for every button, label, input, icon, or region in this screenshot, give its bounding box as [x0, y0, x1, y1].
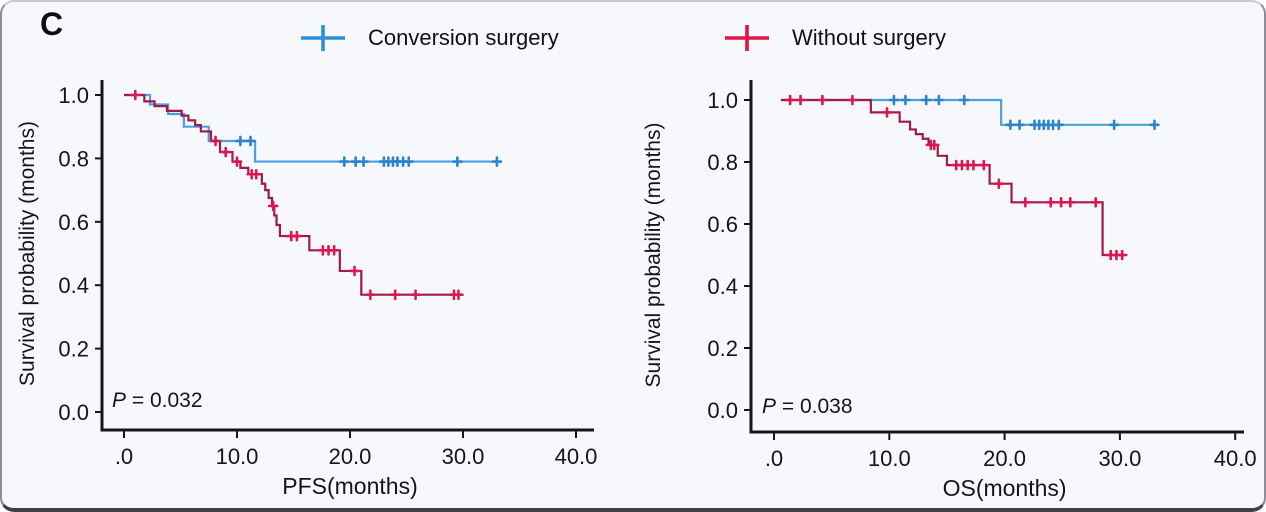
km-curve-without-surgery — [124, 93, 462, 296]
km-curve-without-surgery — [780, 98, 1124, 257]
legend-item-without-surgery: Without surgery — [722, 22, 946, 54]
x-tick-label: 30.0 — [1098, 446, 1141, 471]
km-curve-conversion-surgery — [780, 98, 1155, 126]
y-tick-label: 0.8 — [707, 150, 738, 175]
y-axis-title: Survival probability (months) — [16, 121, 39, 386]
censor-marks-without-surgery — [130, 89, 464, 301]
y-tick-label: 0.4 — [58, 273, 89, 298]
x-tick-label: 20.0 — [329, 444, 372, 469]
censor-marks-conversion-surgery — [235, 135, 503, 167]
x-tick-label: 40.0 — [1214, 446, 1257, 471]
censor-marks-without-surgery — [784, 94, 1128, 261]
y-tick-label: 1.0 — [707, 88, 738, 113]
y-tick-label: 0.0 — [58, 400, 89, 425]
plus-marker-icon — [301, 25, 345, 51]
plus-marker-icon — [725, 25, 769, 51]
pfs-chart: 0.0 0.2 0.4 0.6 0.8 1.0 .0 10.0 20.0 30.0 40.0 PFS(… — [16, 80, 598, 499]
x-axis-title: PFS(months) — [282, 473, 417, 499]
y-tick-label: 0.6 — [58, 210, 89, 235]
x-tick-label: .0 — [765, 446, 783, 471]
legend-item-conversion-surgery: Conversion surgery — [298, 22, 559, 54]
km-curve-conversion-surgery — [124, 93, 497, 163]
y-axis-title: Survival probability (months) — [642, 123, 665, 388]
y-tick-label: 0.4 — [707, 274, 738, 299]
x-tick-label: 10.0 — [868, 446, 911, 471]
legend-label: Without surgery — [792, 25, 947, 50]
x-tick-label: 10.0 — [216, 444, 259, 469]
x-tick-label: .0 — [115, 444, 133, 469]
censor-marks-conversion-surgery — [888, 94, 1160, 131]
y-tick-label: 0.2 — [58, 337, 89, 362]
y-tick-label: 0.2 — [707, 336, 738, 361]
panel-label: C — [40, 6, 64, 42]
y-tick-label: 0.0 — [707, 398, 738, 423]
y-tick-label: 0.8 — [58, 146, 89, 171]
x-tick-label: 30.0 — [442, 444, 485, 469]
x-tick-label: 40.0 — [555, 444, 598, 469]
x-axis-title: OS(months) — [943, 475, 1067, 501]
p-value-label: P = 0.038 — [762, 395, 853, 418]
y-tick-label: 1.0 — [58, 83, 89, 108]
p-value-label: P = 0.032 — [112, 389, 203, 412]
legend-label: Conversion surgery — [368, 25, 559, 50]
x-tick-label: 20.0 — [983, 446, 1026, 471]
y-tick-label: 0.6 — [707, 212, 738, 237]
os-chart: 0.0 0.2 0.4 0.6 0.8 1.0 .0 10.0 20.0 30.0 40.0 OS(m… — [642, 80, 1257, 501]
